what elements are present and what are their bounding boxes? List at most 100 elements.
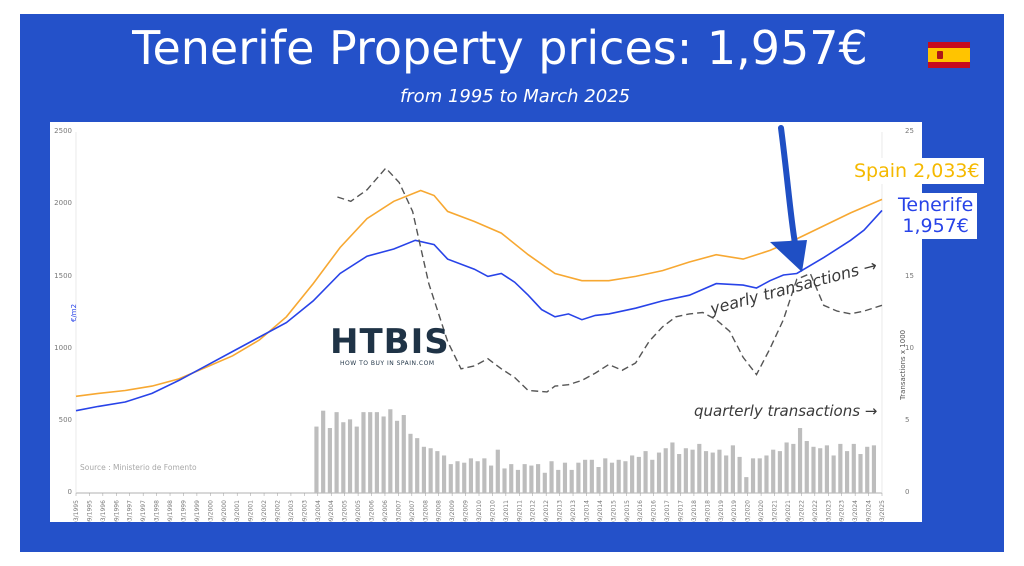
quarterly-bar	[858, 454, 863, 493]
x-tick-label: 09/2008	[436, 500, 443, 522]
quarterly-bar	[515, 469, 521, 493]
quarterly-bar	[502, 468, 507, 493]
quarterly-bar	[865, 446, 870, 493]
quarterly-bar	[576, 462, 581, 493]
x-tick-label: 09/2003	[301, 500, 308, 522]
spain-series-label: Spain 2,033€	[850, 158, 984, 184]
x-tick-label: 03/2024	[852, 500, 859, 522]
quarterly-bar	[388, 409, 393, 493]
x-tick-label: 03/2005	[342, 500, 349, 522]
source-note: Source : Ministerio de Fomento	[80, 463, 197, 472]
x-tick-label: 09/2018	[704, 500, 711, 522]
x-tick-label: 09/2012	[543, 500, 550, 522]
y-axis-label-right: Transactions x 1000	[899, 329, 907, 400]
quarterly-bar	[831, 455, 836, 493]
x-tick-label: 03/1999	[181, 500, 188, 522]
x-tick-label: 03/2000	[207, 500, 214, 522]
quarterly-bar	[522, 464, 527, 493]
x-tick-label: 09/2022	[812, 500, 819, 522]
x-tick-label: 03/2016	[637, 500, 644, 522]
quarterly-bar	[482, 458, 487, 493]
quarterly-bar	[616, 459, 621, 493]
quarterly-bar	[690, 449, 695, 493]
quarterly-bar	[851, 443, 856, 493]
quarterly-bar	[368, 412, 373, 493]
page-subtitle: from 1995 to March 2025	[399, 86, 631, 107]
quarterly-bar	[871, 445, 877, 493]
x-tick-label: 09/2010	[489, 500, 496, 522]
x-tick-label: 03/2021	[772, 500, 779, 522]
quarterly-bar	[724, 455, 729, 493]
logo-wordmark: HTBIS	[330, 322, 450, 362]
quarterly-bar	[697, 443, 702, 493]
quarterly-transactions-annotation: quarterly transactions →	[694, 402, 878, 420]
quarterly-bar	[435, 451, 440, 493]
x-tick-label: 09/2013	[570, 500, 577, 522]
quarterly-bar	[777, 451, 782, 493]
quarterly-bar	[441, 455, 447, 493]
quarterly-bar	[630, 455, 635, 493]
quarterly-bar	[462, 462, 467, 493]
quarterly-bar	[730, 445, 735, 493]
quarterly-bar	[670, 442, 675, 493]
quarterly-bar	[408, 433, 413, 493]
x-tick-label: 09/2014	[597, 500, 604, 522]
quarterly-bar	[838, 443, 843, 493]
chart-panel: 03/1995 09/1995 03/1996 09/1996 03/1997 09/19…	[50, 122, 922, 522]
x-tick-label: 09/2005	[355, 500, 362, 522]
quarterly-bar	[636, 456, 641, 493]
x-tick-label: 09/1997	[140, 500, 147, 522]
x-tick-label: 09/2002	[275, 500, 282, 522]
tenerife-price-line	[75, 209, 883, 412]
spain-price-line	[75, 189, 883, 398]
quarterly-bar	[529, 465, 534, 493]
page-title: Tenerife Property prices: 1,957€	[132, 21, 868, 75]
y-tick-right: 15	[905, 272, 914, 280]
tenerife-label-line1: Tenerife	[898, 194, 974, 216]
y-tick-left: 1000	[54, 344, 72, 352]
x-tick-label: 09/2009	[463, 500, 470, 522]
quarterly-bar	[710, 452, 715, 493]
x-tick-label: 09/2020	[758, 500, 765, 522]
quarterly-bar	[394, 420, 400, 493]
quarterly-bar	[509, 464, 514, 493]
x-tick-label: 03/2017	[664, 500, 671, 522]
x-tick-label: 03/2020	[745, 500, 752, 522]
x-tick-label: 03/2003	[288, 500, 295, 522]
quarterly-bar	[347, 419, 353, 493]
x-tick-label: 03/2004	[315, 500, 322, 522]
tenerife-series-label: Tenerife 1,957€	[894, 193, 978, 239]
quarterly-bar	[623, 461, 628, 493]
yearly-transactions-line	[337, 167, 883, 393]
quarterly-bar	[589, 459, 594, 493]
quarterly-bar	[374, 412, 379, 493]
quarterly-bar	[677, 454, 682, 493]
price-chart: 03/1995 09/1995 03/1996 09/1996 03/1997 09/19…	[73, 125, 886, 522]
y-tick-right: 10	[905, 344, 914, 352]
x-tick-label: 03/2006	[369, 500, 376, 522]
quarterly-bar	[583, 459, 588, 493]
quarterly-bar	[844, 451, 850, 493]
quarterly-bar	[536, 464, 541, 493]
quarterly-bar	[791, 443, 796, 493]
x-tick-label: 03/2001	[234, 500, 241, 522]
quarterly-bar	[327, 428, 332, 493]
x-tick-label: 09/2000	[221, 500, 228, 522]
quarterly-bar	[643, 451, 648, 493]
quarterly-bar	[468, 458, 474, 493]
quarterly-bar	[797, 428, 803, 493]
quarterly-bar	[455, 461, 460, 493]
quarterly-bar	[495, 449, 500, 493]
quarterly-bar	[824, 445, 829, 493]
y-tick-left: 1500	[54, 272, 72, 280]
quarterly-bar	[596, 467, 601, 493]
x-tick-label: 09/1999	[194, 500, 201, 522]
quarterly-bar	[354, 426, 359, 493]
quarterly-bar	[703, 451, 709, 493]
x-tick-label: 03/2025	[879, 500, 886, 522]
quarterly-bar	[341, 422, 346, 493]
quarterly-bar	[764, 455, 769, 493]
y-axis-label-left: €/m2	[70, 303, 78, 322]
x-tick-label: 03/1995	[73, 500, 80, 522]
x-tick-label: 03/2023	[825, 500, 832, 522]
